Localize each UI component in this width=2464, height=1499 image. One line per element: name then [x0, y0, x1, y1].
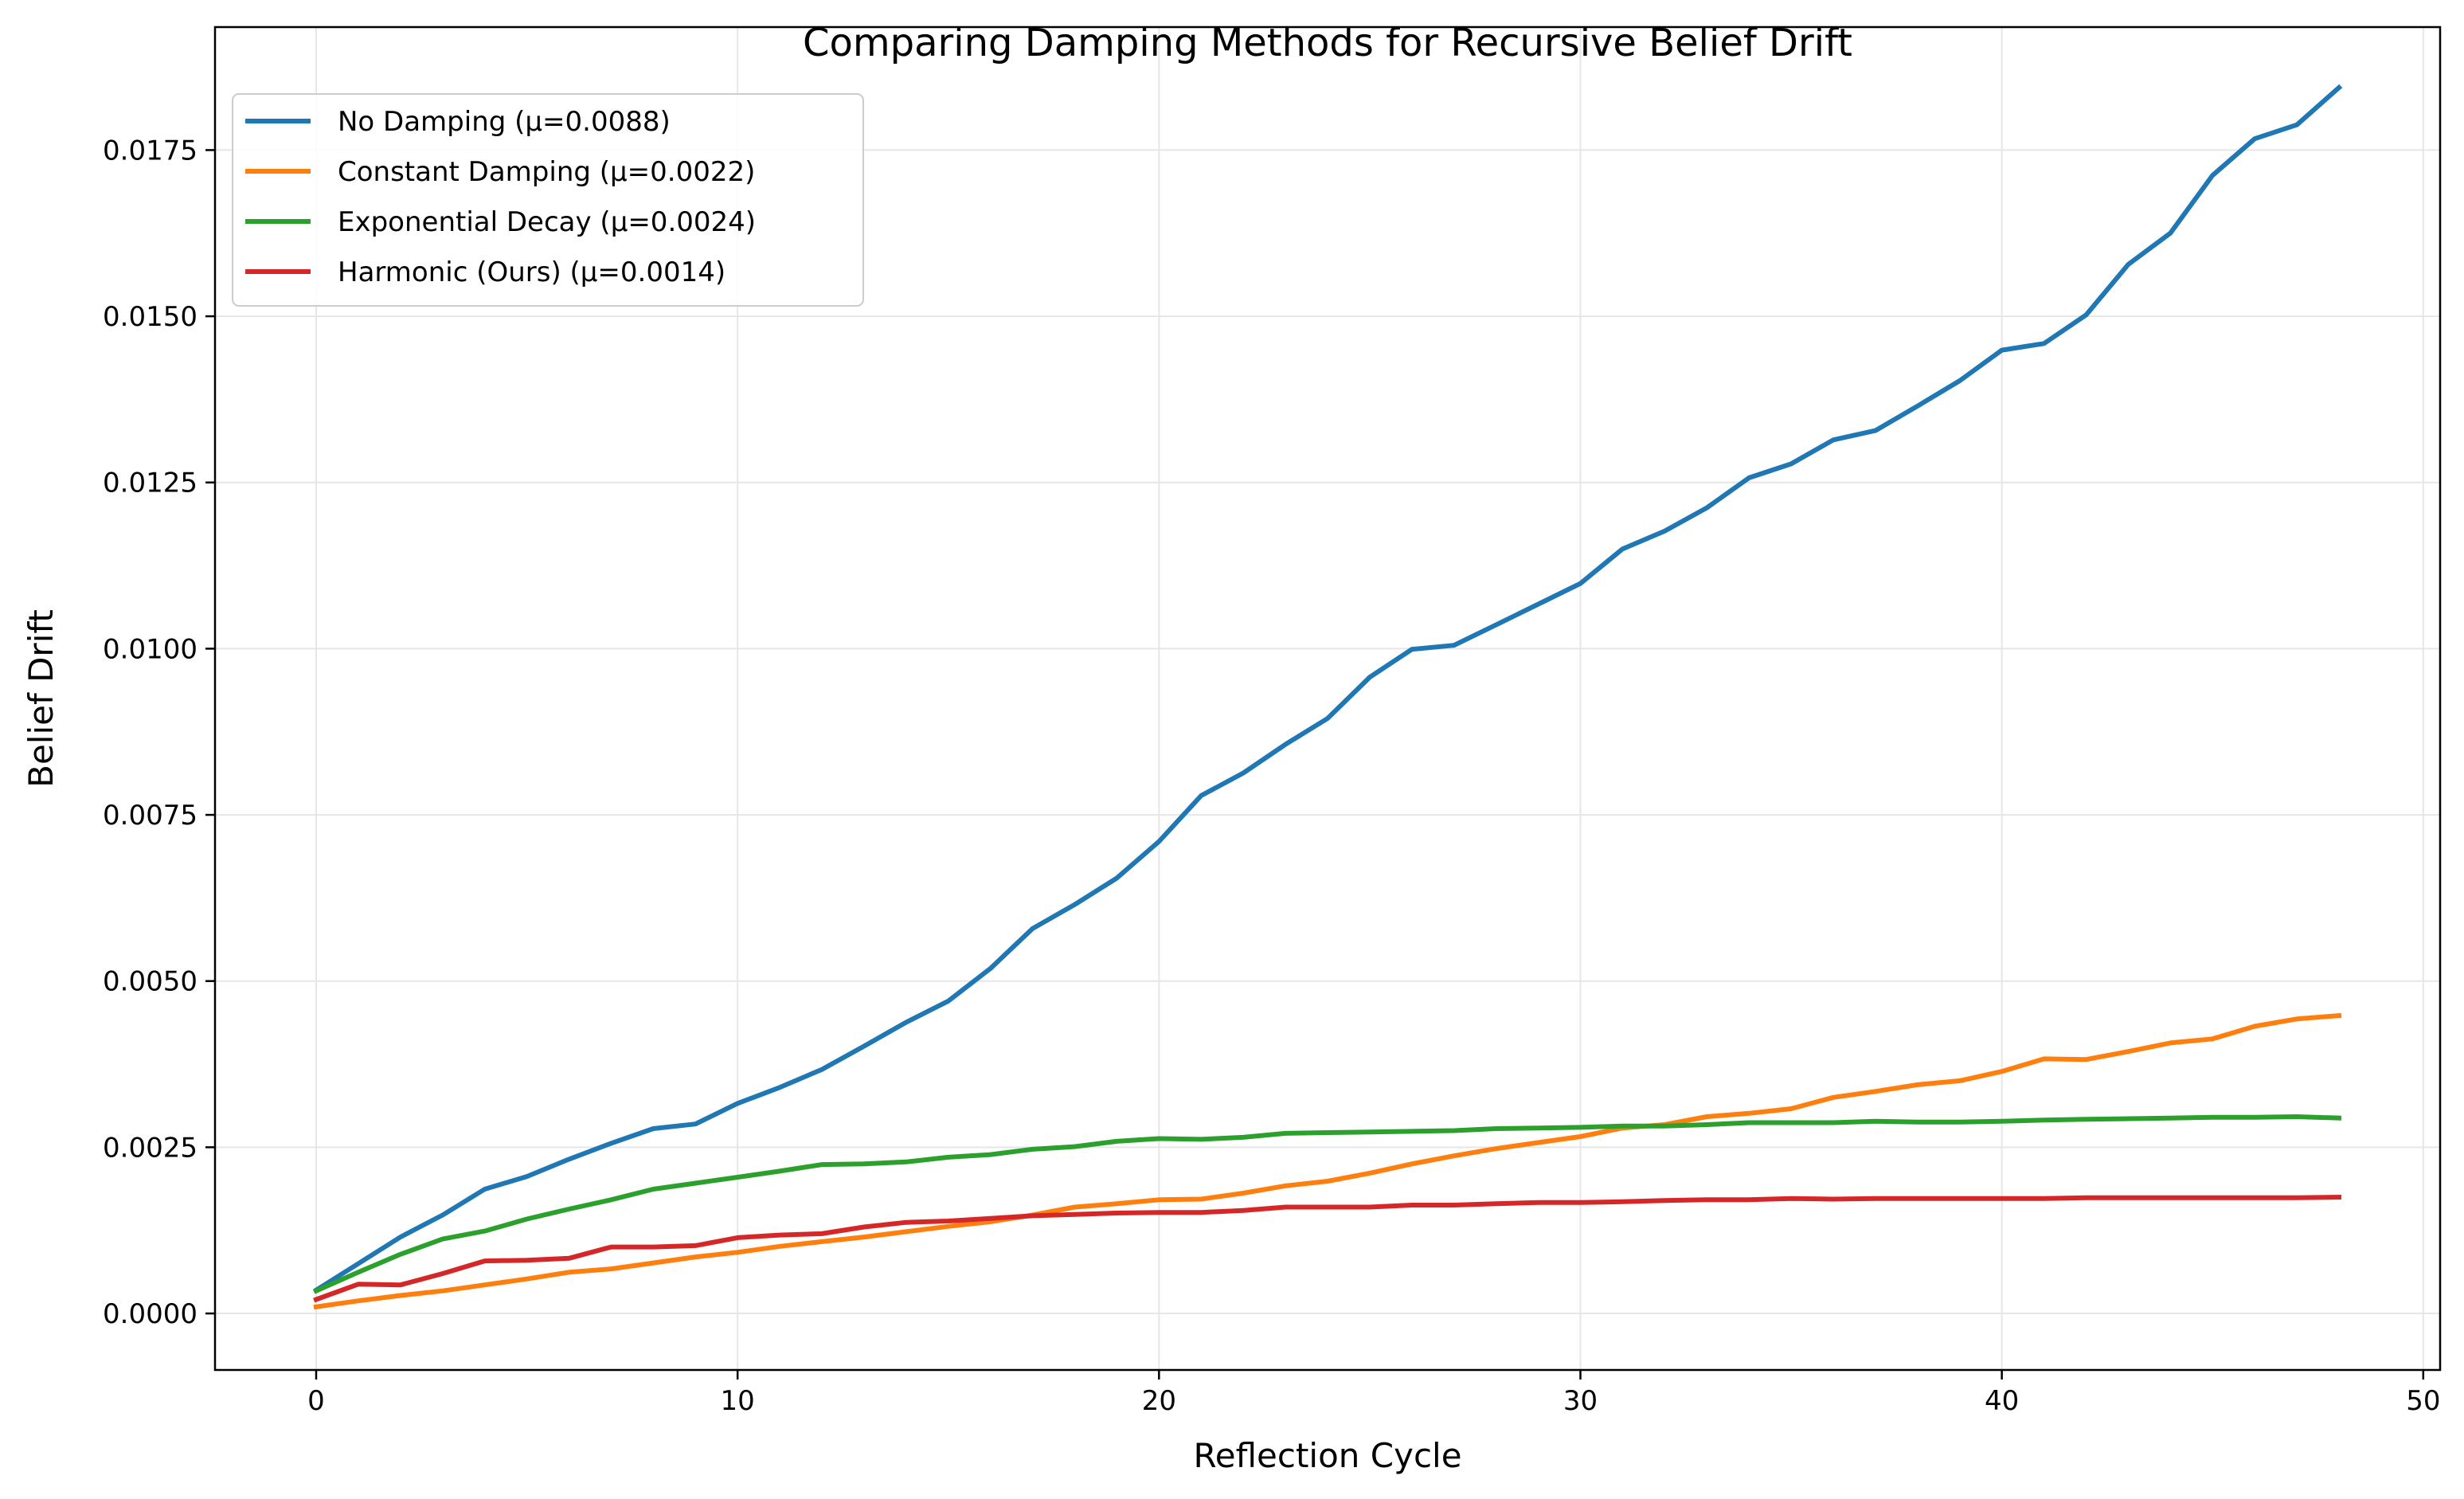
chart-title: Comparing Damping Methods for Recursive … [803, 21, 1852, 65]
x-tick-label: 0 [307, 1385, 325, 1417]
series-line-2 [313, 1012, 2342, 1310]
y-tick-label: 0.0050 [103, 966, 198, 998]
y-tick-label: 0.0150 [103, 301, 198, 333]
x-tick-label: 10 [721, 1385, 755, 1417]
y-axis-label: Belief Drift [22, 609, 61, 788]
y-tick-label: 0.0125 [103, 468, 198, 499]
grid [215, 27, 2440, 1370]
x-axis-label: Reflection Cycle [1193, 1436, 1461, 1475]
y-tick-label: 0.0075 [103, 800, 198, 832]
x-tick-label: 20 [1142, 1385, 1176, 1417]
legend-label: Exponential Decay (μ=0.0024) [338, 206, 756, 238]
y-tick-label: 0.0100 [103, 633, 198, 665]
y-tick-label: 0.0175 [103, 135, 198, 166]
x-tick-label: 50 [2406, 1385, 2440, 1417]
legend: No Damping (μ=0.0088) Constant Damping (μ… [232, 93, 864, 307]
legend-label: No Damping (μ=0.0088) [338, 106, 671, 138]
series-line-1 [312, 84, 2343, 1294]
x-tick-label: 40 [1985, 1385, 2019, 1417]
series-line-4 [313, 1194, 2342, 1303]
y-tick-label: 0.0025 [103, 1132, 198, 1164]
x-tick-label: 30 [1563, 1385, 1598, 1417]
plot-frame [213, 25, 2442, 1372]
series-lines [312, 84, 2343, 1310]
legend-box [232, 93, 864, 307]
series-line-3 [313, 1114, 2342, 1294]
legend-label: Constant Damping (μ=0.0022) [338, 156, 755, 188]
axis-ticks: 0 10 20 30 40 50 0.0000 0.0025 0.0050 0.0075 0.010… [103, 135, 2440, 1417]
y-tick-label: 0.0000 [103, 1298, 198, 1330]
legend-label: Harmonic (Ours) (μ=0.0014) [338, 256, 726, 288]
